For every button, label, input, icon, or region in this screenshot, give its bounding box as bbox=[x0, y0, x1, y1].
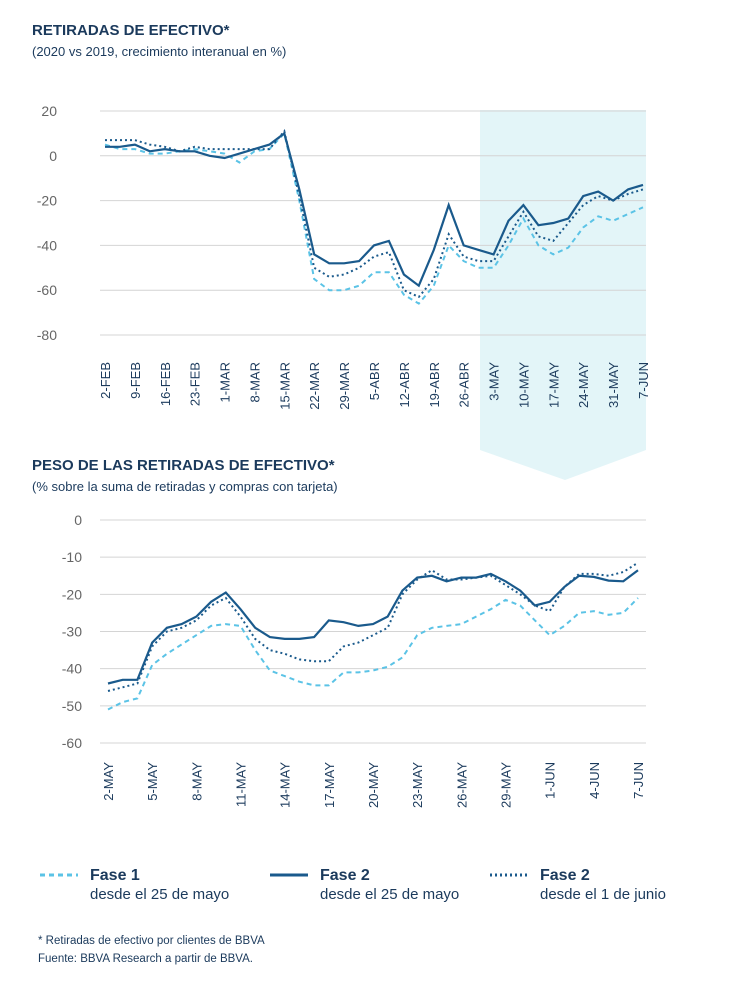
x-tick-label: 11-MAY bbox=[234, 762, 249, 807]
y-tick-label: -10 bbox=[62, 549, 82, 565]
y-tick-label: -40 bbox=[62, 661, 82, 677]
x-tick-label: 26-ABR bbox=[457, 362, 472, 408]
series-line bbox=[104, 131, 644, 305]
series-line bbox=[107, 561, 639, 692]
y-tick-label: -50 bbox=[62, 698, 82, 714]
phase-highlight bbox=[480, 110, 646, 480]
x-tick-label: 7-JUN bbox=[636, 362, 651, 399]
legend-detail: desde el 25 de mayo bbox=[320, 886, 459, 903]
x-tick-label: 4-JUN bbox=[587, 762, 602, 799]
x-tick-label: 5-ABR bbox=[367, 362, 382, 400]
x-tick-label: 1-JUN bbox=[543, 762, 558, 799]
y-tick-label: -20 bbox=[37, 193, 57, 209]
y-tick-label: -60 bbox=[62, 735, 82, 751]
y-tick-label: -60 bbox=[37, 282, 57, 298]
chart-title: RETIRADAS DE EFECTIVO* bbox=[32, 22, 230, 39]
x-tick-label: 15-MAR bbox=[277, 362, 292, 410]
x-tick-label: 17-MAY bbox=[546, 362, 561, 408]
chart-subtitle: (2020 vs 2019, crecimiento interanual en… bbox=[32, 44, 286, 59]
legend-detail: desde el 25 de mayo bbox=[90, 886, 229, 903]
x-tick-label: 29-MAR bbox=[337, 362, 352, 410]
chart-subtitle: (% sobre la suma de retiradas y compras … bbox=[32, 479, 338, 494]
series-line bbox=[107, 597, 639, 711]
x-tick-label: 9-FEB bbox=[128, 362, 143, 399]
x-tick-label: 26-MAY bbox=[454, 762, 469, 808]
x-tick-label: 17-MAY bbox=[322, 762, 337, 808]
legend-label: Fase 2 bbox=[540, 867, 590, 884]
x-tick-label: 10-MAY bbox=[516, 362, 531, 408]
x-tick-label: 8-MAY bbox=[189, 762, 204, 801]
x-tick-label: 2-FEB bbox=[98, 362, 113, 399]
y-tick-label: 0 bbox=[74, 512, 82, 528]
x-tick-label: 24-MAY bbox=[576, 362, 591, 408]
source: Fuente: BBVA Research a partir de BBVA. bbox=[38, 953, 253, 965]
series-line bbox=[105, 129, 644, 299]
x-tick-label: 23-FEB bbox=[188, 362, 203, 406]
y-tick-label: 20 bbox=[41, 103, 57, 119]
x-tick-label: 1-MAR bbox=[218, 362, 233, 402]
series-line bbox=[105, 131, 644, 288]
legend-detail: desde el 1 de junio bbox=[540, 886, 666, 903]
x-tick-label: 23-MAY bbox=[410, 762, 425, 808]
y-tick-label: -40 bbox=[37, 237, 57, 253]
y-tick-label: 0 bbox=[49, 148, 57, 164]
y-tick-label: -80 bbox=[37, 327, 57, 343]
x-tick-label: 31-MAY bbox=[606, 362, 621, 408]
x-tick-label: 14-MAY bbox=[278, 762, 293, 808]
y-tick-label: -30 bbox=[62, 624, 82, 640]
x-tick-label: 16-FEB bbox=[158, 362, 173, 406]
x-tick-label: 5-MAY bbox=[145, 762, 160, 801]
chart-title: PESO DE LAS RETIRADAS DE EFECTIVO* bbox=[32, 457, 335, 474]
x-tick-label: 29-MAY bbox=[499, 762, 514, 808]
x-tick-label: 12-ABR bbox=[397, 362, 412, 408]
legend-label: Fase 1 bbox=[90, 867, 140, 884]
footnote: * Retiradas de efectivo por clientes de … bbox=[38, 935, 265, 947]
x-tick-label: 7-JUN bbox=[631, 762, 646, 799]
x-tick-label: 22-MAR bbox=[307, 362, 322, 410]
x-tick-label: 3-MAY bbox=[487, 362, 502, 401]
x-tick-label: 19-ABR bbox=[427, 362, 442, 408]
series-line bbox=[107, 569, 639, 685]
y-tick-label: -20 bbox=[62, 586, 82, 602]
x-tick-label: 8-MAR bbox=[247, 362, 262, 402]
x-tick-label: 2-MAY bbox=[101, 762, 116, 801]
legend-label: Fase 2 bbox=[320, 867, 370, 884]
x-tick-label: 20-MAY bbox=[366, 762, 381, 808]
